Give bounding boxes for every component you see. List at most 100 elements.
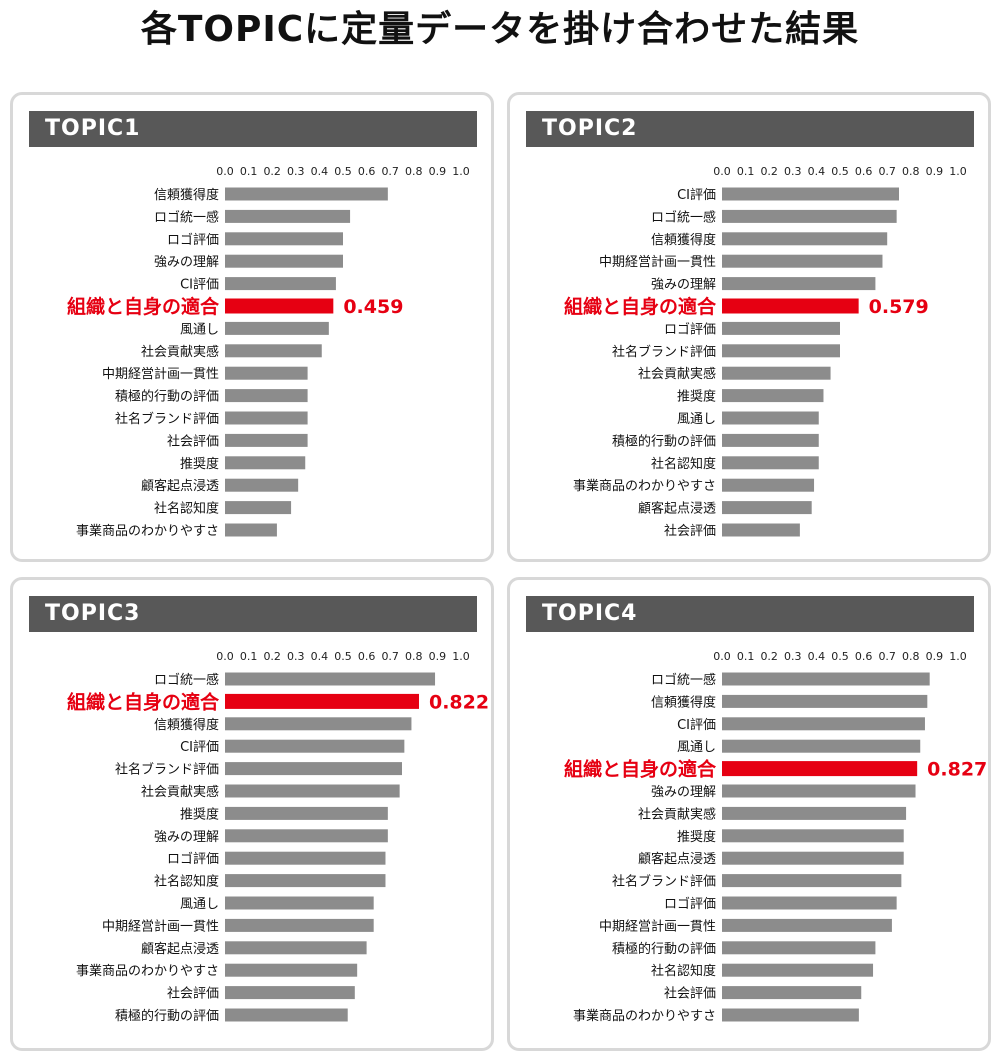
- category-label: CI評価: [677, 718, 716, 733]
- topic3-header: TOPIC3: [29, 596, 477, 632]
- category-label: 積極的行動の評価: [115, 1008, 219, 1024]
- category-label: 顧客起点浸透: [638, 501, 716, 517]
- tick-label: 0.1: [737, 165, 755, 178]
- category-label: 事業商品のわかりやすさ: [573, 1008, 716, 1024]
- tick-label: 0.2: [263, 650, 281, 663]
- tick-label: 0.9: [926, 650, 944, 663]
- tick-label: 1.0: [949, 165, 967, 178]
- topic3-panel: TOPIC3 0.0 0.1 0.2 0.3 0.4 0.5 0.6 0.7 0.8 0.9 1.0…: [10, 577, 494, 1051]
- bar: [225, 986, 355, 1000]
- bar: [722, 806, 907, 820]
- category-label: 風通し: [180, 322, 219, 337]
- bar: [722, 918, 892, 932]
- bar: [722, 187, 899, 201]
- bar: [225, 739, 405, 753]
- highlight-value-label: 0.579: [869, 296, 929, 318]
- category-label: 強みの理解: [154, 255, 219, 270]
- bar: [722, 941, 876, 955]
- tick-label: 1.0: [949, 650, 967, 663]
- category-label: ロゴ統一感: [154, 209, 219, 225]
- tick-label: 0.7: [381, 650, 399, 663]
- category-label: 社名ブランド評価: [115, 411, 219, 427]
- tick-label: 0.3: [784, 650, 802, 663]
- tick-label: 0.3: [287, 650, 305, 663]
- category-label: 社名ブランド評価: [115, 762, 219, 778]
- bar: [722, 433, 819, 447]
- bar: [225, 874, 386, 888]
- category-label: 社会評価: [664, 523, 716, 539]
- highlight-value-label: 0.459: [343, 296, 403, 318]
- category-label: 社会貢献実感: [141, 344, 219, 360]
- bar: [225, 433, 308, 447]
- tick-label: 1.0: [452, 165, 470, 178]
- tick-label: 0.4: [311, 650, 329, 663]
- tick-label: 0.4: [808, 165, 826, 178]
- tick-label: 0.5: [831, 165, 849, 178]
- category-label: 積極的行動の評価: [115, 389, 219, 405]
- highlight-value-label: 0.822: [429, 691, 489, 713]
- category-label: 信頼獲得度: [651, 694, 716, 710]
- bar: [225, 829, 388, 843]
- category-label: 信頼獲得度: [154, 717, 219, 733]
- bar: [722, 389, 824, 403]
- category-label: 推奨度: [180, 456, 219, 472]
- tick-label: 0.8: [405, 165, 423, 178]
- tick-label: 0.4: [311, 165, 329, 178]
- bar: [225, 209, 351, 223]
- bar: [722, 209, 897, 223]
- category-label: ロゴ統一感: [651, 209, 716, 225]
- bar: [722, 366, 831, 380]
- highlight-bar: [225, 298, 334, 314]
- highlight-value-label: 0.827: [927, 759, 987, 781]
- category-label: 推奨度: [677, 389, 716, 405]
- tick-label: 0.7: [878, 650, 896, 663]
- highlight-category-label: 組織と自身の適合: [564, 758, 717, 781]
- tick-label: 0.8: [405, 650, 423, 663]
- bar: [722, 523, 800, 537]
- tick-label: 0.3: [287, 165, 305, 178]
- bar: [722, 254, 883, 268]
- bar: [225, 344, 322, 358]
- highlight-category-label: 組織と自身の適合: [67, 690, 220, 713]
- bar: [722, 963, 874, 977]
- category-label: 事業商品のわかりやすさ: [76, 523, 219, 539]
- topic2-header: TOPIC2: [526, 111, 974, 147]
- category-label: 顧客起点浸透: [638, 851, 716, 867]
- category-label: 顧客起点浸透: [141, 941, 219, 957]
- bar: [225, 851, 386, 865]
- category-label: 中期経営計画一貫性: [102, 366, 219, 382]
- topic1-chart: 0.0 0.1 0.2 0.3 0.4 0.5 0.6 0.7 0.8 0.9 1.0 信頼獲得度ロゴ…: [67, 165, 470, 539]
- bar: [225, 762, 402, 776]
- category-label: 強みの理解: [154, 830, 219, 845]
- bar: [722, 784, 916, 798]
- bar: [225, 918, 374, 932]
- category-label: CI評価: [180, 278, 219, 293]
- tick-label: 0.1: [240, 650, 258, 663]
- topic1-panel: TOPIC1 0.0 0.1 0.2 0.3 0.4 0.5 0.6 0.7 0.8 0.9 1.0…: [10, 92, 494, 562]
- bar: [225, 1008, 348, 1022]
- category-label: 社名ブランド評価: [612, 874, 716, 890]
- tick-label: 0.8: [902, 165, 920, 178]
- category-label: 社名認知度: [651, 963, 716, 979]
- bar: [722, 874, 902, 888]
- bar: [722, 1008, 859, 1022]
- category-label: 事業商品のわかりやすさ: [76, 963, 219, 979]
- category-label: CI評価: [677, 188, 716, 203]
- category-label: 社名認知度: [154, 501, 219, 517]
- bar: [225, 806, 388, 820]
- category-label: 中期経営計画一貫性: [599, 254, 716, 270]
- tick-label: 0.6: [358, 650, 376, 663]
- category-label: 社名認知度: [154, 874, 219, 890]
- bar: [225, 254, 343, 268]
- bar: [722, 717, 925, 731]
- bar: [225, 523, 277, 537]
- highlight-bar: [722, 761, 918, 777]
- bar: [225, 411, 308, 425]
- category-label: 社会評価: [664, 986, 716, 1002]
- tick-label: 0.9: [926, 165, 944, 178]
- tick-label: 0.7: [878, 165, 896, 178]
- bar: [225, 717, 412, 731]
- bar: [225, 963, 358, 977]
- topic4-header: TOPIC4: [526, 596, 974, 632]
- category-label: 積極的行動の評価: [612, 433, 716, 449]
